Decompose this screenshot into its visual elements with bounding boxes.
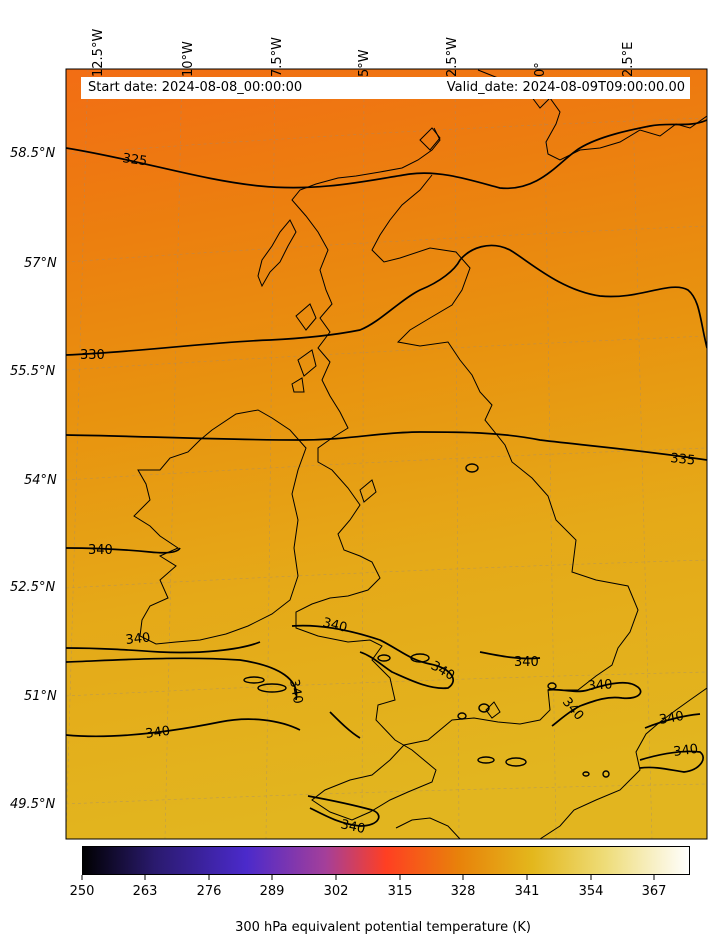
cbar-tick-315: 315 bbox=[387, 884, 413, 899]
isle-of-man bbox=[359, 479, 377, 503]
lat-label-58.5n: 58.5°N bbox=[10, 146, 56, 161]
contour-340-h bbox=[639, 750, 704, 773]
map-border bbox=[65, 68, 708, 840]
contour-label-340-11: 340 bbox=[144, 724, 171, 742]
contour-label-340-10: 340 bbox=[672, 742, 699, 760]
lon-label-12.5w: 12.5°W bbox=[91, 28, 106, 77]
start-date: Start date: 2024-08-08_00:00:00 bbox=[88, 80, 303, 95]
contour-label-340-2: 340 bbox=[125, 630, 151, 648]
temperature-field bbox=[66, 69, 707, 839]
lon-label-2.5e: 2.5°E bbox=[621, 41, 636, 77]
cbar-tick-276: 276 bbox=[196, 884, 222, 899]
colorbar-fill bbox=[82, 846, 690, 875]
contour-340-north bbox=[66, 547, 181, 554]
lon-label-7.5w: 7.5°W bbox=[270, 36, 285, 77]
contour-340-g bbox=[644, 713, 701, 729]
cbar-tick-354: 354 bbox=[578, 884, 604, 899]
ireland-coast bbox=[133, 409, 307, 645]
contour-label-340-12: 340 bbox=[339, 817, 366, 837]
contour-label-340-3: 340 bbox=[321, 615, 349, 636]
contour-blobs bbox=[243, 463, 610, 778]
lat-label-54n: 54°N bbox=[24, 473, 57, 488]
lon-label-5w: 5°W bbox=[357, 49, 372, 77]
lon-label-10w: 10°W bbox=[181, 41, 196, 77]
lon-label-2.5w: 2.5°W bbox=[445, 36, 460, 77]
lat-label-49.5n: 49.5°N bbox=[10, 797, 56, 812]
orkney-islands bbox=[419, 127, 441, 151]
contour-335 bbox=[66, 431, 707, 461]
coastlines bbox=[133, 69, 707, 839]
contour-340-i bbox=[329, 711, 361, 739]
cbar-tick-328: 328 bbox=[450, 884, 476, 899]
lat-label-51n: 51°N bbox=[24, 689, 57, 704]
great-britain-coast bbox=[291, 127, 639, 821]
outer-hebrides bbox=[257, 219, 297, 288]
graticule bbox=[66, 69, 707, 839]
norway-coast bbox=[477, 69, 707, 161]
cbar-tick-302: 302 bbox=[323, 884, 349, 899]
cbar-tick-341: 341 bbox=[514, 884, 540, 899]
contour-label-325: 325 bbox=[121, 151, 148, 169]
lat-label-52.5n: 52.5°N bbox=[10, 580, 56, 595]
cbar-tick-289: 289 bbox=[259, 884, 285, 899]
colorbar-title: 300 hPa equivalent potential temperature… bbox=[235, 920, 531, 935]
france-brittany-coast bbox=[395, 817, 461, 839]
contour-label-340-9: 340 bbox=[658, 709, 685, 728]
contour-label-340-7: 340 bbox=[587, 677, 613, 694]
isle-of-wight bbox=[485, 701, 501, 719]
contour-340-j bbox=[479, 651, 541, 660]
hebrides-islands bbox=[291, 303, 317, 393]
contour-label-340-1: 340 bbox=[88, 543, 113, 558]
france-coast bbox=[539, 687, 707, 839]
contour-340-a bbox=[66, 641, 261, 654]
date-info-box: Start date: 2024-08-08_00:00:00 Valid_da… bbox=[81, 77, 690, 99]
cbar-tick-250: 250 bbox=[69, 884, 95, 899]
contour-label-330: 330 bbox=[80, 348, 105, 363]
lon-label-0: 0° bbox=[533, 62, 548, 77]
cbar-tick-263: 263 bbox=[132, 884, 158, 899]
contour-label-340-6: 340 bbox=[514, 655, 539, 670]
contour-340-c bbox=[291, 624, 454, 690]
colorbar bbox=[82, 846, 690, 875]
contour-325 bbox=[66, 119, 707, 190]
cbar-tick-367: 367 bbox=[641, 884, 667, 899]
lat-label-57n: 57°N bbox=[24, 256, 57, 271]
contour-340-f bbox=[547, 681, 642, 727]
contour-340-e bbox=[307, 795, 380, 827]
contour-340-b bbox=[66, 657, 298, 701]
contour-label-335: 335 bbox=[670, 451, 696, 469]
contour-340-d bbox=[66, 718, 301, 738]
contour-330 bbox=[66, 244, 707, 356]
contour-lines bbox=[66, 119, 707, 827]
colorbar-tick-marks bbox=[81, 875, 655, 880]
lat-label-55.5n: 55.5°N bbox=[10, 364, 56, 379]
valid-date: Valid_date: 2024-08-09T09:00:00.00 bbox=[446, 80, 685, 95]
contour-label-340-4: 340 bbox=[286, 678, 305, 705]
